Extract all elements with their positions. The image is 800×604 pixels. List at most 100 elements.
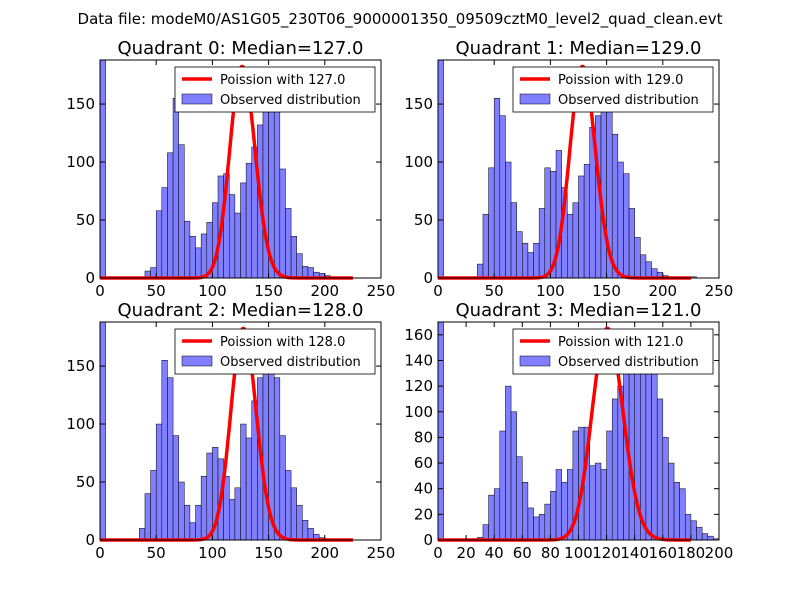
- histogram-bar: [572, 202, 579, 279]
- histogram-bar: [178, 144, 185, 279]
- histogram-bar: [522, 482, 529, 541]
- legend-observed-label: Observed distribution: [558, 93, 699, 108]
- histogram-bar: [477, 263, 484, 279]
- x-tick-label: 160: [648, 544, 677, 562]
- histogram-bar: [645, 261, 652, 279]
- legend-frame: [174, 328, 376, 375]
- histogram-bar: [516, 456, 523, 541]
- histogram-bar: [634, 237, 641, 279]
- panel-title: Quadrant 0: Median=127.0: [118, 38, 364, 59]
- histogram-bar: [296, 504, 303, 541]
- x-tick-label: 0: [95, 544, 105, 562]
- histogram-bar: [685, 514, 692, 541]
- histogram-bar: [245, 437, 252, 541]
- y-axis: 0 50 100 150: [404, 95, 719, 287]
- histogram-bar: [550, 491, 557, 541]
- histogram-bar: [544, 167, 551, 279]
- histogram-bar: [482, 524, 489, 541]
- histogram-bar: [155, 210, 163, 279]
- histogram-bar: [651, 373, 658, 541]
- histogram-bar: [561, 482, 568, 541]
- histogram-bar: [167, 377, 174, 541]
- x-tick-label: 50: [485, 282, 504, 300]
- x-tick-label: 100: [536, 282, 565, 300]
- histogram-bar: [493, 98, 501, 279]
- y-tick-label: 150: [66, 357, 95, 375]
- y-tick-label: 0: [85, 531, 95, 549]
- legend: Poission with 128.0 Observed distributio…: [174, 328, 376, 375]
- histogram-bar: [285, 470, 292, 541]
- histogram-bar: [538, 208, 546, 279]
- axes-frame: [437, 59, 720, 279]
- histogram-bar: [200, 475, 208, 541]
- x-tick-label: 150: [592, 282, 621, 300]
- histogram-bar: [172, 435, 179, 541]
- x-tick-label: 0: [433, 282, 443, 300]
- histogram-bar: [229, 194, 236, 279]
- legend: Poission with 127.0 Observed distributio…: [174, 66, 376, 113]
- legend-observed-label: Observed distribution: [558, 355, 699, 370]
- histogram-bar: [640, 254, 647, 279]
- x-tick-label: 250: [367, 282, 396, 300]
- histogram-bar: [505, 385, 512, 541]
- x-axis: 0 50 100 150 200 250: [95, 60, 395, 300]
- x-tick-label: 250: [705, 282, 734, 300]
- histogram-bar: [701, 533, 709, 541]
- x-tick-label: 120: [592, 544, 621, 562]
- x-tick-label: 60: [513, 544, 532, 562]
- histogram-bar: [493, 488, 501, 541]
- y-tick-label: 50: [76, 473, 95, 491]
- axes-frame: [99, 59, 382, 279]
- histogram-bar: [679, 488, 686, 541]
- histogram-bar: [290, 487, 297, 541]
- y-tick-label: 50: [414, 211, 433, 229]
- histogram-bar: [617, 161, 624, 279]
- histogram-bar: [482, 213, 489, 279]
- x-tick-label: 140: [620, 544, 649, 562]
- legend-observed-swatch: [181, 355, 213, 367]
- x-tick-label: 180: [677, 544, 706, 562]
- histogram-bar: [516, 231, 523, 279]
- histogram-bar: [527, 252, 534, 279]
- histogram-bar: [296, 253, 303, 279]
- histogram-bar: [628, 353, 635, 541]
- x-tick-label: 200: [648, 282, 677, 300]
- histogram-bar: [488, 494, 495, 541]
- histogram-bar: [668, 462, 675, 541]
- legend-poisson-label: Poission with 127.0: [220, 73, 345, 88]
- legend: Poission with 129.0 Observed distributio…: [512, 66, 714, 113]
- histogram-bar: [155, 423, 163, 541]
- histogram-bar: [555, 469, 562, 541]
- legend-poisson-label: Poission with 121.0: [558, 335, 683, 350]
- histogram-bar: [172, 98, 179, 279]
- x-tick-label: 20: [457, 544, 476, 562]
- x-tick-label: 200: [310, 282, 339, 300]
- histogram-bar: [234, 487, 241, 541]
- figure-title: Data file: modeM0/AS1G05_230T06_90000013…: [78, 10, 723, 29]
- x-tick-label: 200: [310, 544, 339, 562]
- legend-frame: [512, 328, 714, 375]
- histogram-bar: [656, 398, 664, 541]
- histogram-bar: [144, 493, 151, 541]
- y-tick-label: 160: [404, 326, 433, 344]
- histogram-bar: [538, 514, 546, 541]
- y-tick-label: 0: [85, 269, 95, 287]
- panel-quadrant-2: Quadrant 2: Median=128.0 0 50 100 150 200 250…: [66, 300, 395, 562]
- histogram-bar: [437, 321, 444, 541]
- x-tick-label: 40: [485, 544, 504, 562]
- histogram-bar: [696, 526, 703, 541]
- histogram-bar: [302, 520, 309, 541]
- histogram-bar: [161, 360, 168, 541]
- histogram-bar: [533, 242, 540, 279]
- panel-title: Quadrant 3: Median=121.0: [456, 300, 702, 321]
- histogram-bar: [184, 220, 191, 279]
- histogram-bar: [273, 109, 281, 279]
- histogram-bar: [200, 233, 208, 279]
- histogram-bar: [544, 503, 551, 541]
- histogram-bar: [99, 59, 106, 279]
- histogram-bar: [189, 236, 196, 279]
- histogram-bar: [234, 212, 241, 279]
- histogram-bar: [510, 202, 517, 279]
- histogram-bar: [290, 236, 297, 279]
